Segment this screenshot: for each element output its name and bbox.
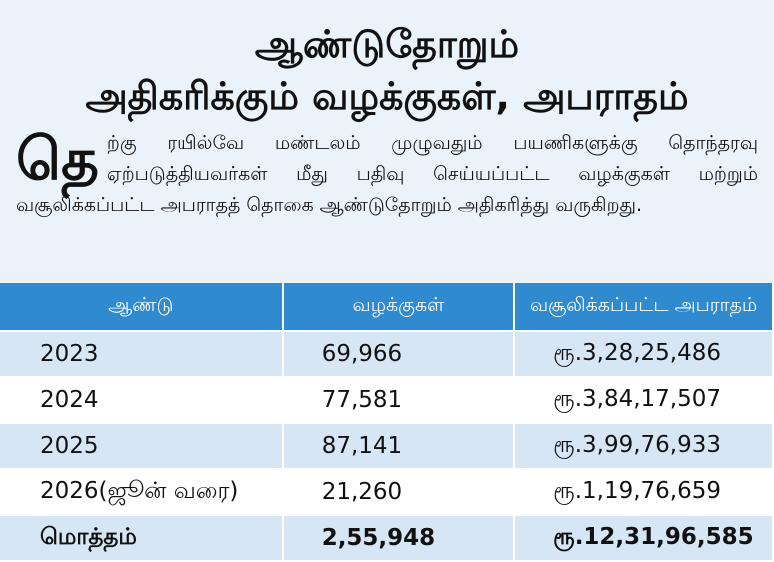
header-row: ஆண்டு வழக்குகள் வசூலிக்கப்பட்ட அபராதம்: [0, 283, 774, 332]
table-cell: 69,966: [282, 331, 516, 378]
column-header: ஆண்டு: [0, 283, 284, 332]
table-cell: 2025: [0, 423, 284, 470]
table-cell: 2023: [0, 331, 284, 378]
total-row: மொத்தம் 2,55,948 ரூ.12,31,96,585: [0, 515, 774, 562]
data-table: ஆண்டு வழக்குகள் வசூலிக்கப்பட்ட அபராதம் 202…: [0, 283, 774, 562]
total-cell: ரூ.12,31,96,585: [514, 515, 774, 562]
table-row: 2026(ஜூன் வரை) 21,260 ரூ.1,19,76,659: [0, 469, 774, 516]
column-header: வசூலிக்கப்பட்ட அபராதம்: [514, 283, 774, 332]
table-cell: 21,260: [282, 469, 516, 516]
table-cell: ரூ.1,19,76,659: [514, 469, 774, 516]
total-cell: 2,55,948: [282, 515, 516, 562]
intro-text: ற்கு ரயில்வே மண்டலம் முழுவதும் பயணிகளுக்…: [16, 132, 758, 216]
column-header: வழக்குகள்: [282, 283, 516, 332]
table-cell: ரூ.3,28,25,486: [514, 331, 774, 378]
table-cell: 87,141: [282, 423, 516, 470]
header: ஆண்டுதோறும் அதிகரிக்கும் வழக்குகள், அபரா…: [0, 0, 774, 120]
table-cell: ரூ.3,84,17,507: [514, 377, 774, 424]
table-cell: 77,581: [282, 377, 516, 424]
table-row: 2023 69,966 ரூ.3,28,25,486: [0, 331, 774, 378]
intro: தெ ற்கு ரயில்வே மண்டலம் முழுவதும் பயணிகளு…: [0, 120, 774, 280]
title-line: அதிகரிக்கும் வழக்குகள், அபராதம்: [85, 74, 689, 118]
drop-cap: தெ: [16, 125, 99, 193]
table-cell: 2024: [0, 377, 284, 424]
table-row: 2025 87,141 ரூ.3,99,76,933: [0, 423, 774, 470]
total-cell: மொத்தம்: [0, 515, 284, 562]
table-cell: ரூ.3,99,76,933: [514, 423, 774, 470]
table-cell: 2026(ஜூன் வரை): [0, 469, 284, 516]
table-row: 2024 77,581 ரூ.3,84,17,507: [0, 377, 774, 424]
title-line: ஆண்டுதோறும்: [254, 22, 520, 66]
